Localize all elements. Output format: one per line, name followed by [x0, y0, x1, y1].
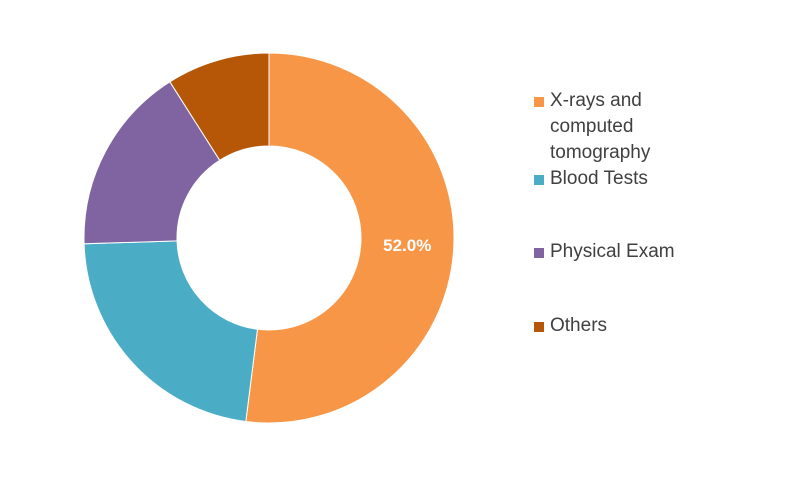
legend-swatch-others: [534, 322, 544, 332]
donut-slice-xrays-ct: [245, 52, 455, 424]
donut-slice-others: [169, 52, 270, 162]
legend-item-xrays-ct: X-rays and computed tomography: [534, 88, 690, 166]
donut-slice-physical-exam: [83, 81, 221, 245]
donut-slices: [83, 52, 455, 424]
legend-label-physical-exam: Physical Exam: [550, 241, 675, 262]
donut-data-labels: 52.0%: [383, 236, 431, 255]
legend-swatch-physical-exam: [534, 248, 544, 258]
legend-swatch-blood-tests: [534, 175, 544, 185]
legend-item-blood-tests: Blood Tests: [534, 166, 690, 192]
donut-slice-blood-tests: [83, 240, 259, 423]
legend-item-physical-exam: Physical Exam: [534, 239, 690, 265]
legend-label-others: Others: [550, 315, 608, 336]
legend-item-others: Others: [534, 313, 690, 339]
data-label-xrays-ct: 52.0%: [383, 236, 431, 255]
legend-swatch-xrays-ct: [534, 97, 544, 107]
legend-label-xrays-ct: X-rays and computed tomography: [550, 90, 651, 163]
legend-label-blood-tests: Blood Tests: [550, 168, 648, 189]
